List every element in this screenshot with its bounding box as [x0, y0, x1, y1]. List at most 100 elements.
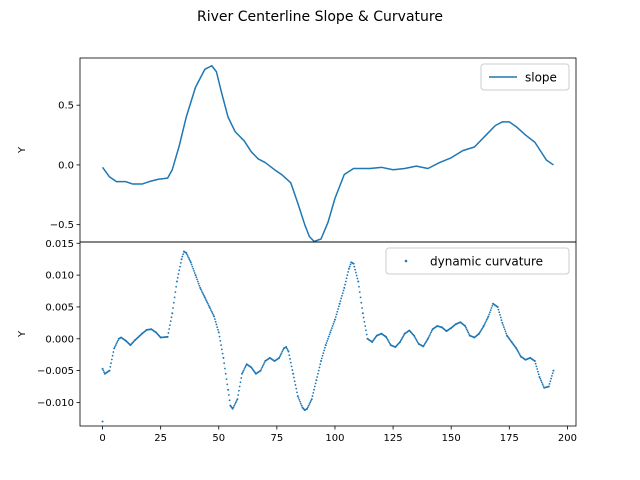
curvature-point — [342, 289, 345, 292]
curvature-point — [535, 365, 538, 368]
curvature-point — [231, 407, 234, 410]
axes-frame — [79, 241, 577, 427]
curvature-point — [399, 340, 402, 343]
curvature-point — [550, 377, 553, 380]
curvature-point — [102, 369, 105, 372]
curvature-point — [174, 291, 177, 293]
curvature-point — [349, 263, 352, 266]
curvature-point — [181, 255, 184, 258]
curvature-point — [262, 364, 264, 367]
curvature-point — [357, 280, 360, 283]
curvature-point — [166, 335, 169, 338]
curvature-point — [502, 324, 504, 326]
curvature-point — [430, 331, 432, 334]
curvature-point — [343, 286, 346, 289]
curvature-point — [199, 286, 202, 289]
curvature-point — [219, 340, 222, 342]
curvature-point — [354, 268, 357, 271]
curvature-point — [540, 381, 543, 384]
curvature-point — [321, 354, 324, 357]
curvature-point — [333, 318, 336, 321]
curvature-point — [413, 334, 415, 337]
figure-title: River Centerline Slope & Curvature — [197, 9, 443, 25]
curvature-point — [195, 276, 198, 279]
curvature-point — [332, 323, 335, 325]
curvature-point — [296, 391, 298, 394]
curvature-point — [499, 314, 501, 316]
curvature-point — [468, 333, 470, 335]
curvature-point — [319, 363, 322, 366]
curvature-point — [101, 420, 104, 423]
curvature-point — [289, 361, 292, 364]
curvature-point — [298, 399, 301, 401]
curvature-point — [262, 363, 265, 366]
legend-marker-swatch — [404, 259, 408, 263]
curvature-point — [261, 366, 264, 369]
curvature-point — [537, 373, 540, 376]
curvature-point — [179, 265, 181, 268]
curvature-point — [280, 352, 283, 354]
slope-line — [101, 65, 554, 243]
curvature-point — [116, 341, 119, 343]
curvature-point — [362, 316, 365, 319]
curvature-point — [489, 309, 492, 312]
curvature-point — [331, 325, 334, 327]
curvature-point — [233, 404, 236, 407]
curvature-point — [355, 274, 358, 277]
curvature-point — [167, 332, 170, 334]
curvature-point — [320, 360, 323, 363]
curvature-point — [318, 366, 321, 369]
curvature-point — [467, 331, 470, 334]
curvature-point — [225, 378, 228, 380]
curvature-point — [504, 330, 507, 333]
curvature-point — [542, 385, 545, 387]
curvature-point — [211, 312, 214, 315]
curvature-point — [320, 357, 323, 360]
curvature-point — [314, 382, 317, 385]
curvature-point — [501, 321, 504, 324]
curvature-point — [483, 323, 486, 326]
curvature-point — [307, 404, 310, 407]
curvature-point — [533, 360, 536, 363]
curvature-point — [516, 350, 519, 352]
curvature-point — [313, 385, 316, 388]
curvature-point — [208, 305, 211, 308]
curvature-point — [427, 336, 430, 339]
curvature-point — [114, 344, 117, 347]
curvature-point — [401, 336, 404, 339]
curvature-point — [185, 251, 188, 254]
x-tick-label: 0 — [99, 433, 105, 444]
curvature-point — [201, 291, 204, 294]
curvature-point — [356, 277, 359, 280]
curvature-point — [244, 364, 247, 367]
curvature-point — [191, 265, 194, 268]
curvature-point — [235, 399, 238, 402]
curvature-point — [180, 258, 183, 261]
curvature-point — [337, 305, 340, 308]
curvature-point — [109, 366, 112, 368]
curvature-point — [263, 361, 266, 364]
curvature-point — [172, 301, 175, 304]
curvature-point — [194, 274, 197, 277]
x-tick-label: 125 — [384, 433, 403, 444]
curvature-point — [220, 348, 223, 351]
curvature-point — [108, 369, 111, 372]
curvature-point — [182, 253, 185, 256]
curvature-point — [213, 318, 216, 321]
x-tick-label: 200 — [558, 433, 577, 444]
curvature-point — [286, 349, 289, 351]
curvature-point — [187, 256, 190, 259]
curvature-point — [534, 362, 537, 365]
curvature-point — [386, 338, 389, 341]
curvature-point — [487, 315, 490, 318]
curvature-point — [354, 271, 357, 274]
curvature-point — [287, 350, 290, 353]
curvature-point — [297, 397, 300, 399]
curvature-point — [306, 407, 309, 410]
curvature-point — [188, 258, 191, 261]
curvature-point — [360, 301, 363, 304]
curvature-point — [364, 325, 367, 327]
curvature-point — [486, 317, 489, 319]
curvature-point — [203, 294, 205, 297]
